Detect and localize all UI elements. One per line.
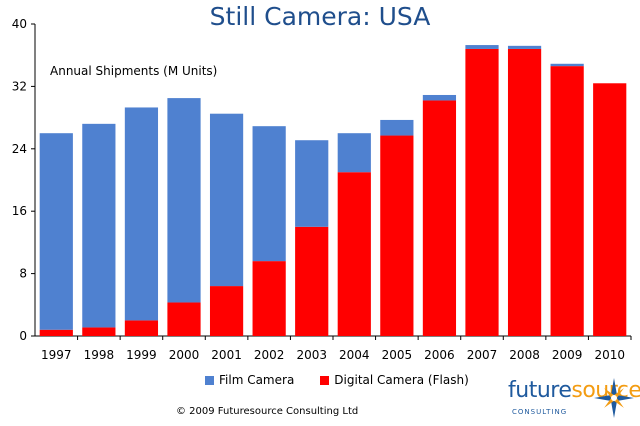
bar-film-2002 <box>252 126 286 262</box>
bar-digital-1998 <box>82 327 116 336</box>
futuresource-logo: futuresource CONSULTING <box>508 376 640 422</box>
bar-digital-2005 <box>380 135 414 336</box>
y-tick-label: 32 <box>12 79 27 93</box>
x-tick-label: 2002 <box>254 348 285 362</box>
bar-digital-2004 <box>337 172 371 336</box>
bar-digital-2003 <box>295 226 329 336</box>
legend-swatch-film <box>205 375 214 385</box>
legend-item-digital: Digital Camera (Flash) <box>320 373 469 387</box>
x-tick-label: 2007 <box>467 348 498 362</box>
bar-digital-2006 <box>422 100 457 336</box>
x-tick-label: 2001 <box>211 348 242 362</box>
x-tick-label: 2005 <box>382 348 413 362</box>
bar-film-1998 <box>82 123 116 328</box>
bar-digital-2007 <box>465 48 499 337</box>
logo-subtitle: CONSULTING <box>512 408 568 416</box>
bar-digital-2002 <box>252 261 286 336</box>
star-burst-icon <box>594 378 634 418</box>
bar-film-2007 <box>465 45 499 49</box>
x-tick-label: 2006 <box>424 348 455 362</box>
bar-chart: 0 8 16 24 32 40 1997 1998 1999 2000 2001 2002 2003 20… <box>12 17 632 362</box>
bar-film-2006 <box>422 94 457 101</box>
y-tick-label: 40 <box>12 17 27 31</box>
x-tick-label: 2008 <box>509 348 540 362</box>
bar-film-2008 <box>507 45 542 49</box>
x-tick-label: 2003 <box>296 348 327 362</box>
bar-film-2009 <box>550 63 584 67</box>
bar-film-1999 <box>124 107 159 321</box>
x-tick-label: 2004 <box>339 348 370 362</box>
bar-digital-1997 <box>39 329 73 336</box>
x-tick-label: 2000 <box>169 348 200 362</box>
bar-film-2004 <box>337 133 371 173</box>
y-tick-label: 16 <box>12 204 27 218</box>
x-tick-label: 1999 <box>126 348 157 362</box>
x-tick-label: 1997 <box>41 348 72 362</box>
x-tick-label: 2009 <box>552 348 583 362</box>
chart-title: Still Camera: USA <box>209 2 431 31</box>
x-tick-label: 2010 <box>594 348 625 362</box>
bar-digital-2010 <box>593 83 627 336</box>
bar-film-2003 <box>295 140 329 227</box>
bar-digital-1999 <box>124 320 159 336</box>
bar-digital-2001 <box>209 286 244 336</box>
copyright-notice: © 2009 Futuresource Consulting Ltd <box>176 406 359 417</box>
legend: Film Camera Digital Camera (Flash) <box>205 373 495 387</box>
y-axis-label: Annual Shipments (M Units) <box>50 64 218 78</box>
legend-swatch-digital <box>320 375 330 385</box>
y-tick-label: 24 <box>12 142 27 156</box>
bar-film-2000 <box>167 98 201 303</box>
legend-item-film: Film Camera <box>205 373 294 387</box>
x-tick-label: 1998 <box>84 348 115 362</box>
legend-label-film: Film Camera <box>219 373 295 387</box>
bar-film-2001 <box>209 113 244 287</box>
bar-film-1997 <box>39 133 73 330</box>
bar-film-2005 <box>380 119 414 136</box>
bar-digital-2000 <box>167 302 201 336</box>
legend-label-digital: Digital Camera (Flash) <box>334 373 469 387</box>
bar-digital-2009 <box>550 66 584 337</box>
bar-digital-2008 <box>507 48 542 337</box>
y-tick-label: 8 <box>19 267 27 281</box>
y-tick-label: 0 <box>19 329 27 343</box>
